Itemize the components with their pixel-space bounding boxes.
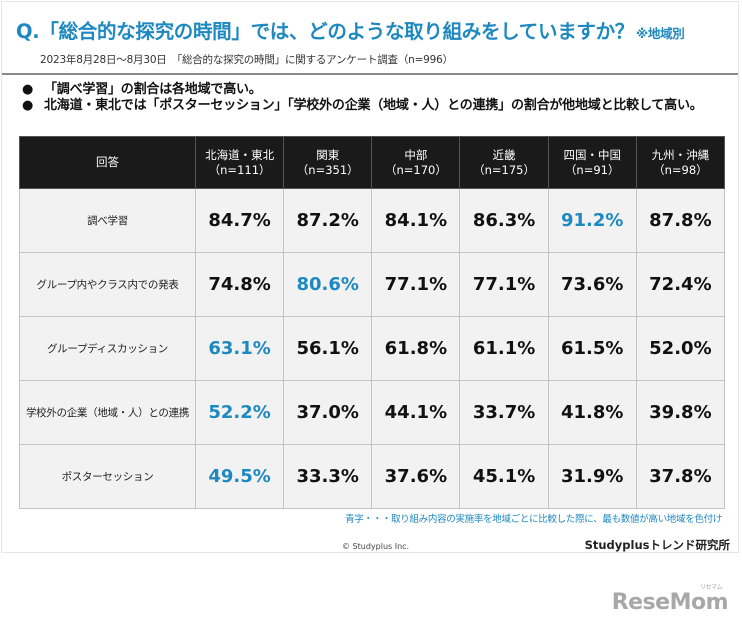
header-region: 北海道・東北 （n=111） (194, 136, 285, 189)
bullet-icon: ● (22, 98, 34, 113)
divider (2, 73, 738, 75)
region-n: （n=170） (384, 162, 447, 177)
row-label: 学校外の企業（地域・人）との連携 (19, 380, 196, 445)
row-label: ポスターセッション (19, 444, 196, 509)
region-n: （n=351） (296, 162, 359, 177)
resemom-logo: ReseMom リセマム (611, 584, 729, 615)
region-name: 中部 (404, 147, 428, 162)
region-n: （n=111） (208, 162, 271, 177)
value-cell: 33.3% (283, 444, 373, 509)
table-row: グループディスカッション 63.1% 56.1% 61.8% 61.1% 61.… (19, 316, 726, 381)
value-cell: 61.1% (459, 316, 549, 381)
value-cell: 37.8% (635, 444, 726, 509)
table-row: グループ内やクラス内での発表 74.8% 80.6% 77.1% 77.1% 7… (19, 252, 726, 317)
value-cell: 45.1% (459, 444, 549, 509)
value-cell: 37.6% (371, 444, 461, 509)
bullet-item: ● 北海道・東北では「ポスターセッション」「学校外の企業（地域・人）との連携」の割… (22, 98, 703, 114)
value-cell: 86.3% (459, 188, 549, 253)
value-cell-highlight: 91.2% (547, 188, 637, 253)
table-row: 調べ学習 84.7% 87.2% 84.1% 86.3% 91.2% 87.8% (19, 188, 726, 253)
slide: Q.「総合的な探究の時間」では、どのような取り組みをしていますか？ ※地域別 20… (1, 1, 739, 553)
brand-label: Studyplusトレンド研究所 (584, 538, 730, 552)
value-cell: 77.1% (371, 252, 461, 317)
copyright: © Studyplus Inc. (342, 542, 410, 551)
region-n: （n=175） (473, 162, 535, 177)
value-cell-highlight: 80.6% (283, 252, 373, 317)
value-cell: 77.1% (459, 252, 549, 317)
header-region: 中部 （n=170） (371, 136, 461, 189)
value-cell: 31.9% (547, 444, 637, 509)
region-n: （n=98） (653, 162, 708, 177)
summary-bullets: ● 「調べ学習」の割合は各地域で高い。 ● 北海道・東北では「ポスターセッション」「… (22, 82, 703, 114)
row-label: グループ内やクラス内での発表 (19, 252, 196, 317)
header-region: 関東 （n=351） (283, 136, 373, 189)
value-cell: 73.6% (547, 252, 637, 317)
value-cell-highlight: 63.1% (194, 316, 285, 381)
logo-ruby: リセマム (699, 584, 723, 591)
value-cell: 61.5% (547, 316, 637, 381)
value-cell: 87.2% (283, 188, 373, 253)
region-name: 北海道・東北 (205, 147, 275, 162)
bullet-icon: ● (22, 82, 34, 97)
row-label: グループディスカッション (19, 316, 196, 381)
bullet-text: 「調べ学習」の割合は各地域で高い。 (44, 82, 262, 97)
value-cell: 33.7% (459, 380, 549, 445)
results-table: 回答 北海道・東北 （n=111） 関東 （n=351） 中部 （n=170） 近畿（… (19, 136, 726, 509)
value-cell: 56.1% (283, 316, 373, 381)
value-cell: 39.8% (635, 380, 726, 445)
title-note: ※地域別 (636, 26, 685, 41)
header-region: 近畿 （n=175） (459, 136, 549, 189)
table-row: ポスターセッション 49.5% 33.3% 37.6% 45.1% 31.9% … (19, 444, 726, 509)
value-cell: 84.1% (371, 188, 461, 253)
value-cell: 37.0% (283, 380, 373, 445)
highlight-legend-note: 青字・・・取り組み内容の実施率を地域ごとに比較した際に、最も数値が高い地域を色付… (345, 514, 722, 525)
value-cell: 61.8% (371, 316, 461, 381)
value-cell-highlight: 52.2% (194, 380, 285, 445)
value-cell: 72.4% (635, 252, 726, 317)
row-label: 調べ学習 (19, 188, 196, 253)
header-region: 四国・中国 （n=91） (547, 136, 637, 189)
bullet-item: ● 「調べ学習」の割合は各地域で高い。 (22, 82, 703, 98)
header-region: 九州・沖縄 （n=98） (635, 136, 726, 189)
survey-subtitle: 2023年8月28日～8月30日 「総合的な探究の時間」に関するアンケート調査（… (40, 54, 453, 66)
value-cell-highlight: 49.5% (194, 444, 285, 509)
table-row: 学校外の企業（地域・人）との連携 52.2% 37.0% 44.1% 33.7%… (19, 380, 726, 445)
value-cell: 84.7% (194, 188, 285, 253)
page-title: Q.「総合的な探究の時間」では、どのような取り組みをしていますか？ ※地域別 (16, 15, 685, 44)
region-name: 近畿 (492, 147, 516, 162)
title-text: Q.「総合的な探究の時間」では、どのような取り組みをしていますか？ (16, 20, 635, 43)
region-name: 関東 (316, 147, 340, 162)
bullet-text: 北海道・東北では「ポスターセッション」「学校外の企業（地域・人）との連携」の割合… (44, 98, 703, 113)
value-cell: 74.8% (194, 252, 285, 317)
value-cell: 41.8% (547, 380, 637, 445)
value-cell: 44.1% (371, 380, 461, 445)
region-name: 四国・中国 (563, 147, 621, 162)
header-answer: 回答 (19, 136, 196, 189)
value-cell: 87.8% (635, 188, 726, 253)
logo-text: ReseMom (611, 590, 729, 615)
region-name: 九州・沖縄 (651, 147, 710, 162)
table-header-row: 回答 北海道・東北 （n=111） 関東 （n=351） 中部 （n=170） 近畿（… (19, 136, 726, 189)
value-cell: 52.0% (635, 316, 726, 381)
region-n: （n=91） (564, 162, 620, 177)
